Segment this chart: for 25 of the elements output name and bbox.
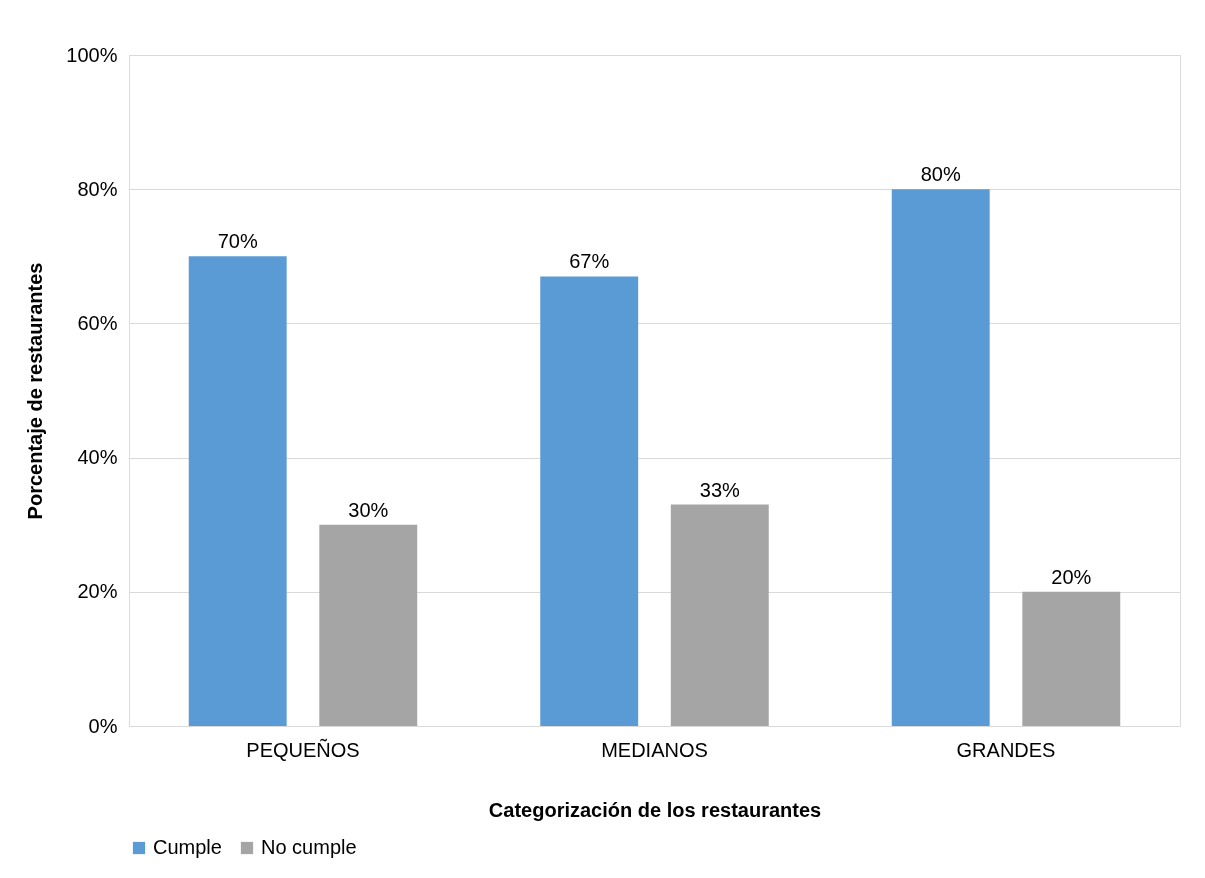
legend-label: Cumple (153, 836, 222, 858)
x-tick-label: PEQUEÑOS (246, 737, 360, 761)
x-tick-label: MEDIANOS (601, 738, 708, 761)
data-label: 30% (348, 498, 389, 521)
y-tick-label: 100% (66, 43, 118, 66)
data-label: 67% (569, 250, 610, 273)
bar (540, 276, 639, 726)
y-tick-label: 20% (77, 580, 118, 603)
data-label: 70% (217, 230, 258, 253)
x-axis-title: Categorización de los restaurantes (488, 798, 822, 821)
bar (319, 524, 418, 726)
data-label: 20% (1051, 565, 1092, 588)
x-tick-label: GRANDES (956, 738, 1056, 761)
bar (670, 504, 769, 726)
y-tick-label: 80% (77, 177, 118, 200)
legend-label: No cumple (261, 836, 357, 858)
bar (1022, 591, 1121, 726)
y-axis-title: Porcentaje de restaurantes (24, 262, 47, 520)
y-tick-label: 0% (88, 714, 118, 737)
data-label: 33% (699, 478, 741, 501)
y-tick-label: 60% (77, 311, 118, 334)
bar (188, 256, 287, 726)
y-tick-label: 40% (77, 446, 118, 469)
data-label: 80% (920, 163, 961, 186)
bar (891, 189, 990, 726)
